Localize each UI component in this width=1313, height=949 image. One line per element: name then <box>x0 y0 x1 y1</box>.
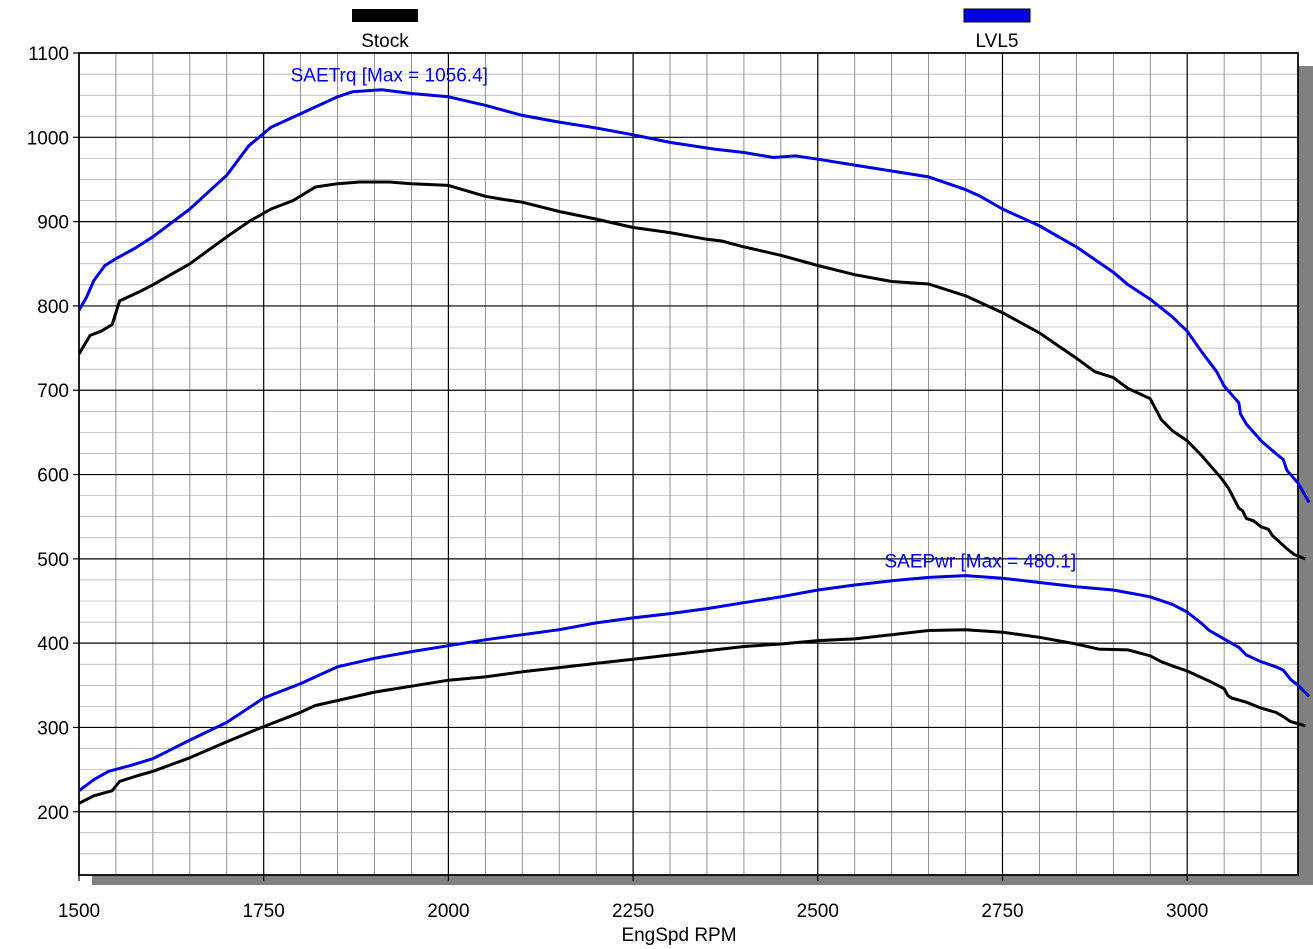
x-tick-label: 1750 <box>243 901 285 922</box>
minor-grid <box>79 53 1298 875</box>
y-tick-label: 900 <box>37 213 69 234</box>
y-axis: 200 300 400 500 600 700 800 900 1000 1100 <box>27 44 79 824</box>
y-tick-label: 200 <box>37 803 69 824</box>
legend-label-stock: Stock <box>361 31 409 52</box>
series-lvl5-saepwr <box>79 574 1311 792</box>
plot-shadow <box>92 66 1313 885</box>
x-tick-label: 1500 <box>58 901 100 922</box>
legend: Stock LVL5 <box>352 8 1031 52</box>
y-tick-label: 300 <box>37 718 69 739</box>
x-axis-title: EngSpd RPM <box>621 925 736 946</box>
annotation-power-max: SAEPwr [Max = 480.1] <box>884 551 1076 572</box>
series-layer <box>79 88 1311 805</box>
series-lvl5-saetrq <box>79 88 1311 504</box>
legend-label-lvl5: LVL5 <box>976 31 1019 52</box>
y-tick-label: 600 <box>37 466 69 487</box>
plot-shadow-right <box>1298 66 1313 885</box>
legend-swatch-lvl5 <box>963 8 1031 23</box>
plot-border <box>78 52 1299 876</box>
major-grid <box>79 53 1298 875</box>
y-tick-label: 500 <box>37 550 69 571</box>
plot-shadow-bottom <box>92 875 1313 885</box>
x-axis: 1500 1750 2000 2250 2500 2750 3000 <box>58 875 1208 922</box>
x-tick-label: 2250 <box>612 901 654 922</box>
y-tick-label: 400 <box>37 634 69 655</box>
y-tick-label: 1100 <box>28 44 69 65</box>
x-tick-label: 2000 <box>427 901 469 922</box>
y-tick-label: 1000 <box>27 128 69 149</box>
plot-area <box>78 52 1299 876</box>
annotation-torque-max: SAETrq [Max = 1056.4] <box>291 66 488 87</box>
x-tick-label: 2750 <box>981 901 1023 922</box>
x-tick-label: 3000 <box>1166 901 1208 922</box>
series-stock-saepwr <box>79 628 1306 805</box>
y-tick-label: 800 <box>37 297 69 318</box>
legend-swatch-stock <box>352 9 418 22</box>
series-stock-saetrq <box>79 180 1306 561</box>
x-tick-label: 2500 <box>797 901 839 922</box>
y-tick-label: 700 <box>37 381 69 402</box>
